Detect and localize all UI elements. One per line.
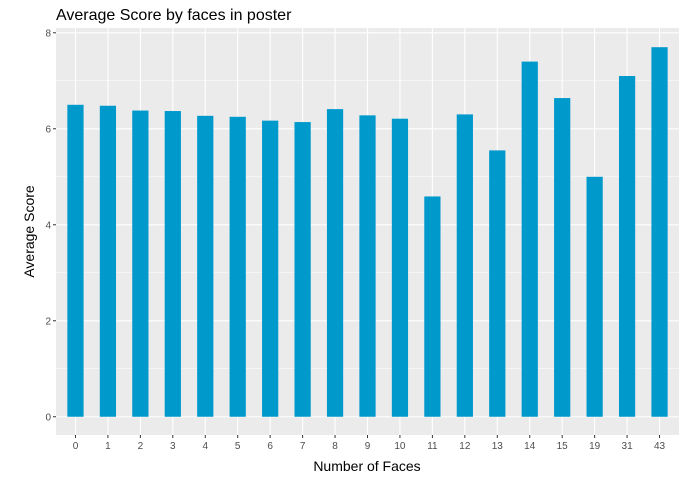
x-tick-label: 10 — [394, 441, 406, 452]
bar-8 — [326, 109, 344, 417]
bar-3 — [164, 111, 181, 417]
bar-4 — [197, 115, 214, 417]
y-axis-title: Average Score — [21, 185, 37, 278]
bar-31 — [618, 75, 636, 417]
bar-15 — [554, 98, 571, 417]
x-tick-label: 43 — [654, 441, 666, 452]
bar-19 — [586, 176, 603, 417]
x-axis: 0 1 2 3 4 5 6 7 8 9 10 11 12 13 14 15 19 31 43 — [73, 435, 666, 452]
bar-1 — [99, 105, 117, 417]
bar-9 — [359, 115, 376, 417]
bars — [67, 47, 668, 417]
x-tick-label: 2 — [138, 441, 144, 452]
x-tick-label: 19 — [589, 441, 601, 452]
x-tick-label: 0 — [73, 441, 79, 452]
bar-5 — [229, 116, 246, 417]
bar-10 — [391, 118, 409, 417]
bar-0 — [67, 104, 84, 417]
bar-2 — [132, 110, 149, 417]
x-tick-label: 1 — [105, 441, 111, 452]
x-tick-label: 13 — [492, 441, 504, 452]
x-tick-label: 3 — [170, 441, 176, 452]
y-tick-label: 8 — [45, 28, 51, 39]
bar-7 — [294, 122, 311, 417]
y-axis: 0 2 4 6 8 — [45, 28, 56, 423]
chart-title: Average Score by faces in poster — [56, 7, 292, 24]
x-tick-label: 9 — [365, 441, 371, 452]
x-axis-title: Number of Faces — [313, 458, 420, 474]
x-tick-label: 11 — [427, 441, 438, 452]
x-tick-label: 15 — [557, 441, 569, 452]
bar-6 — [262, 120, 279, 417]
x-tick-label: 31 — [622, 441, 634, 452]
y-tick-label: 2 — [45, 316, 51, 327]
x-tick-label: 14 — [524, 441, 536, 452]
x-tick-label: 8 — [332, 441, 338, 452]
y-tick-label: 6 — [45, 124, 51, 135]
bar-43 — [651, 47, 668, 417]
bar-12 — [456, 114, 473, 417]
x-tick-label: 6 — [267, 441, 273, 452]
bar-13 — [489, 150, 506, 417]
bar-11 — [424, 196, 441, 417]
x-tick-label: 12 — [459, 441, 471, 452]
x-tick-label: 5 — [235, 441, 241, 452]
y-tick-label: 0 — [45, 412, 51, 423]
bar-14 — [521, 61, 538, 417]
x-tick-label: 4 — [202, 441, 208, 452]
y-tick-label: 4 — [45, 220, 51, 231]
x-tick-label: 7 — [300, 441, 306, 452]
